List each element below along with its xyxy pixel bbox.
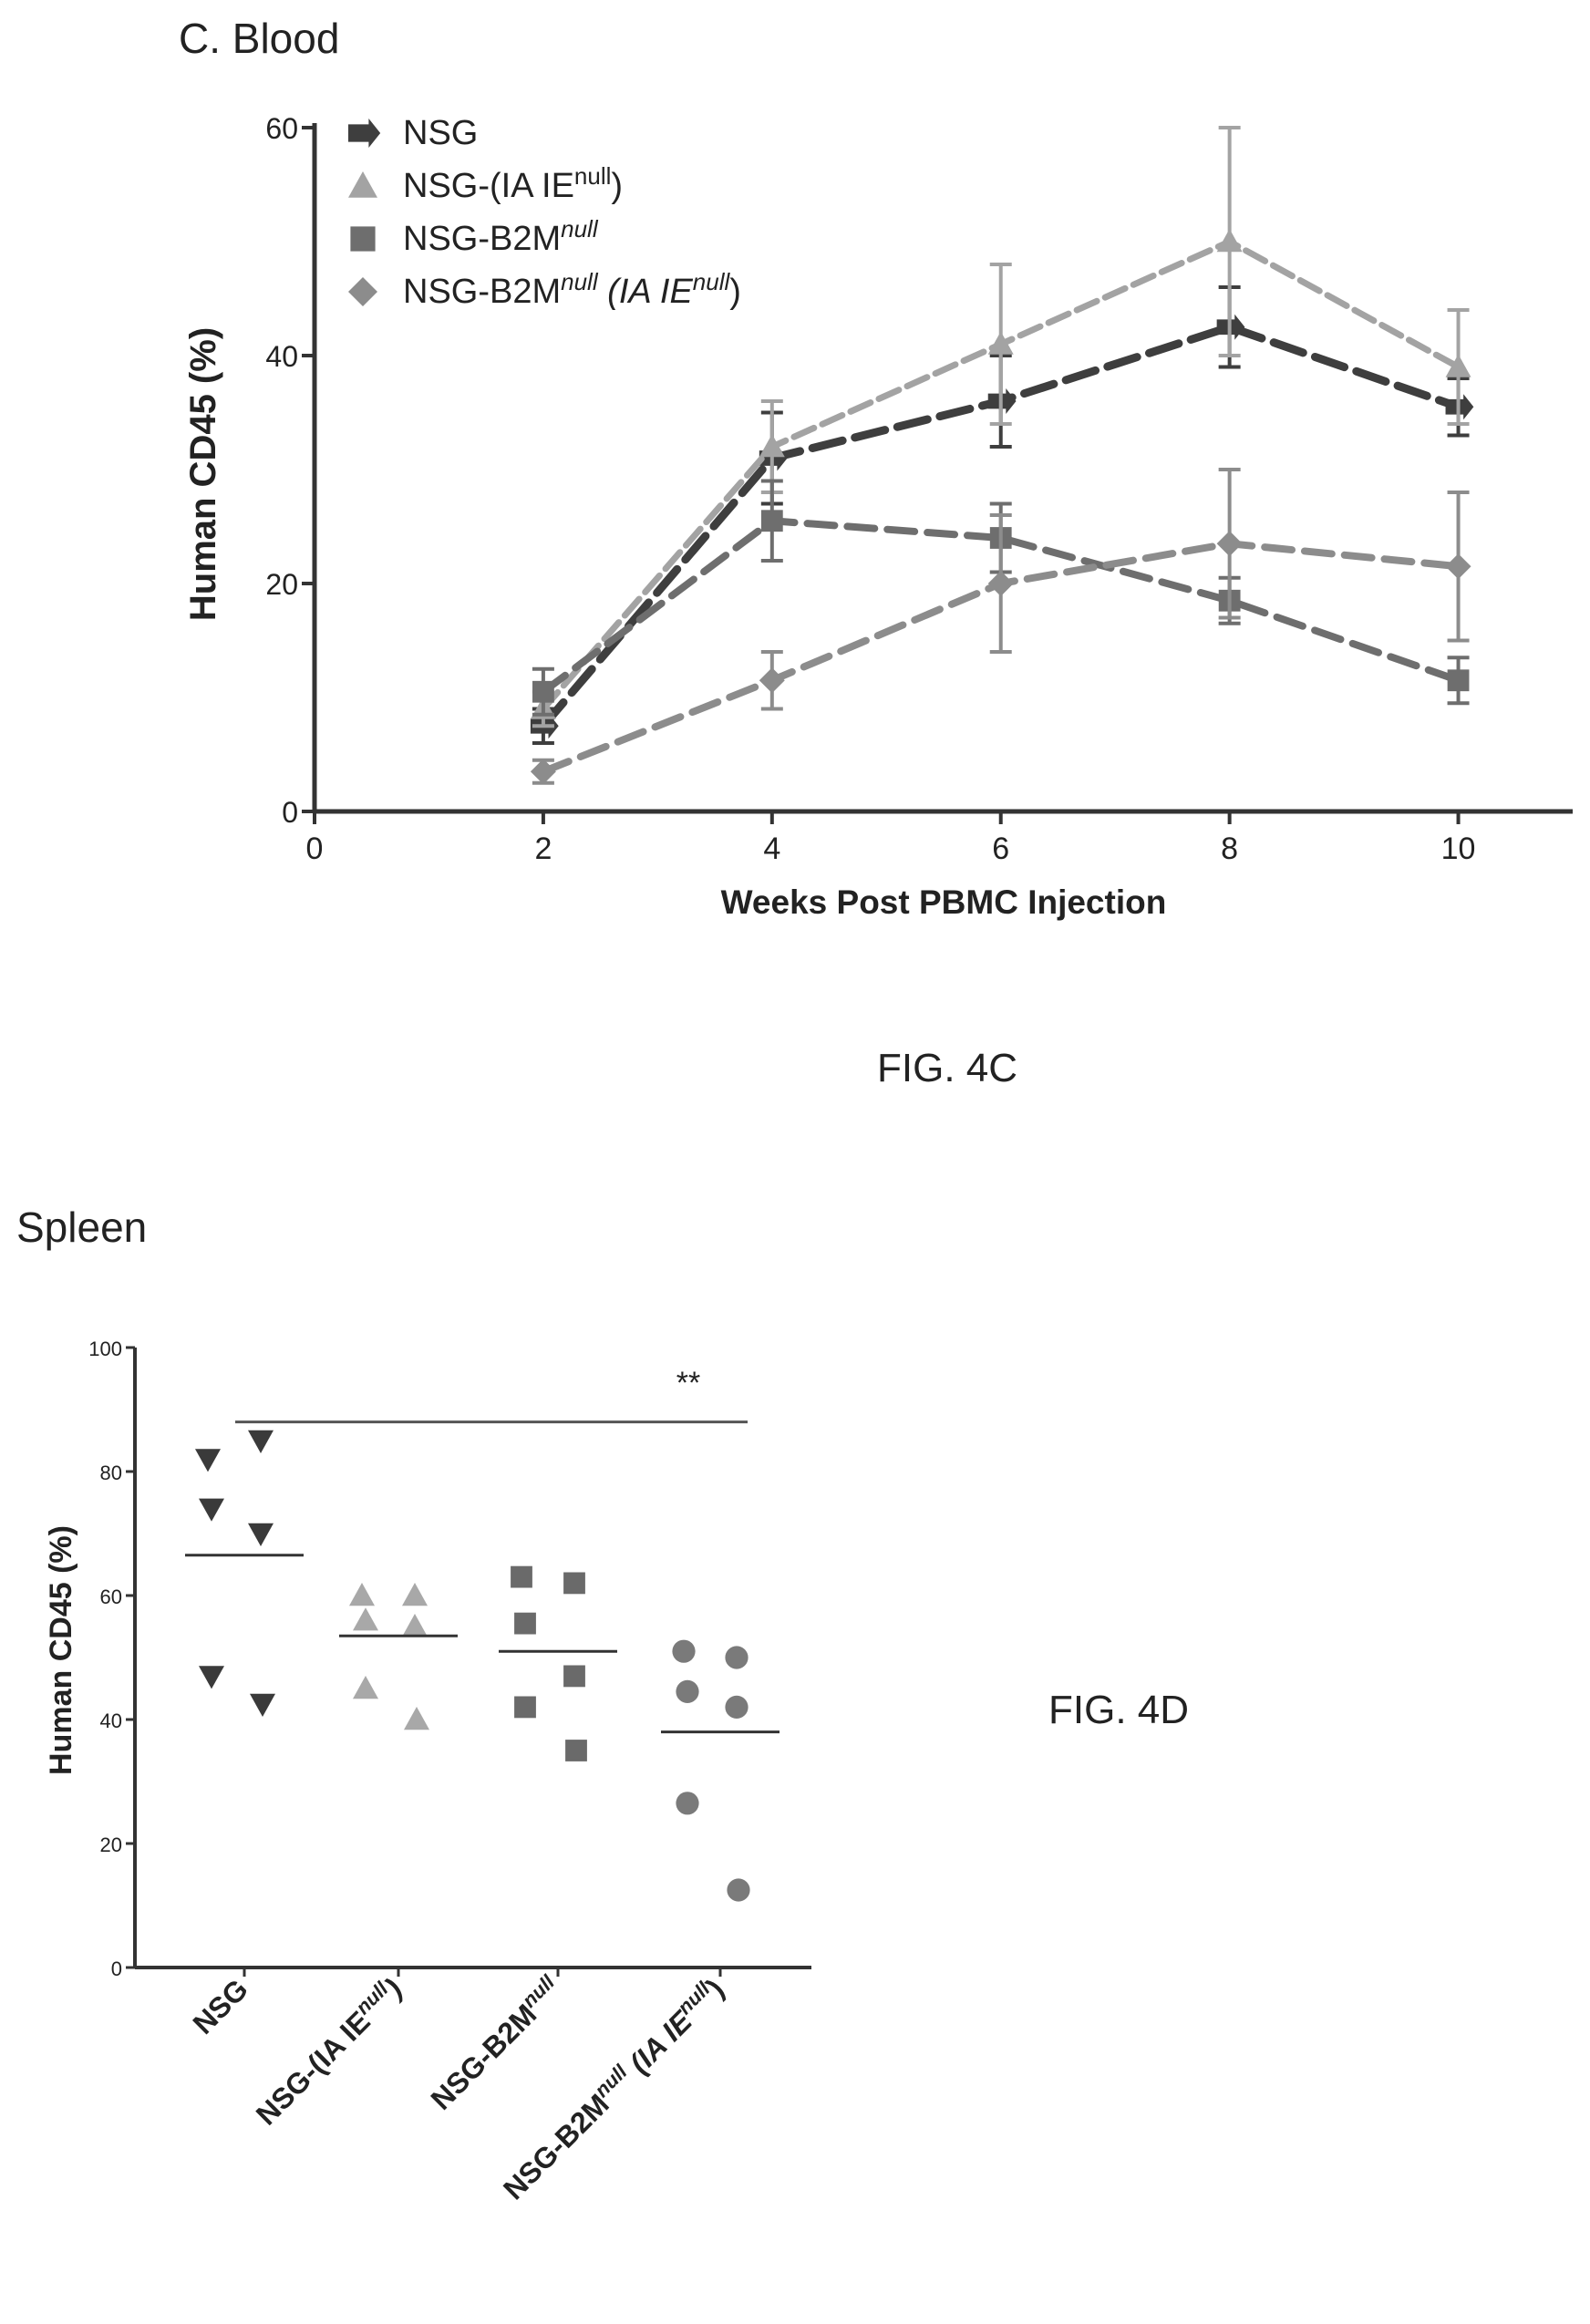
spleen-data-point: [353, 1607, 378, 1631]
blood-x-tick-label: 8: [1221, 831, 1238, 866]
spleen-data-point: [404, 1707, 429, 1730]
legend-marker-3: [348, 277, 377, 306]
spleen-data-point: [349, 1583, 375, 1606]
legend-label-1: NSG-(IA IEnull): [403, 162, 623, 205]
blood-x-tick-label: 2: [534, 831, 552, 866]
blood-y-tick-label: 20: [265, 568, 298, 601]
caption-fig-4d: FIG. 4D: [1048, 1688, 1189, 1732]
spleen-data-point: [195, 1449, 221, 1472]
spleen-y-tick-label: 100: [88, 1338, 122, 1360]
blood-y-tick-label: 40: [265, 340, 298, 373]
spleen-data-point: [248, 1523, 274, 1546]
legend-marker-2: [350, 226, 376, 252]
blood-data-point: [987, 571, 1014, 596]
blood-data-point: [1445, 553, 1471, 580]
blood-data-point: [760, 510, 783, 532]
spleen-data-point: [402, 1583, 428, 1606]
spleen-data-point: [514, 1612, 536, 1635]
spleen-points: [185, 1430, 780, 1902]
blood-data-point: [1447, 669, 1470, 692]
blood-data-point: [759, 667, 785, 694]
panel-title-spleen: Spleen: [16, 1203, 147, 1251]
blood-series: [530, 126, 1474, 785]
caption-fig-4c: FIG. 4C: [877, 1046, 1017, 1090]
spleen-category-label-2: NSG-B2Mnull: [422, 1970, 568, 2116]
spleen-y-tick-label: 80: [100, 1462, 122, 1484]
spleen-data-point: [565, 1740, 587, 1761]
legend-marker-1: [348, 171, 377, 198]
spleen-y-axis-label: Human CD45 (%): [44, 1525, 78, 1775]
spleen-data-point: [250, 1693, 275, 1717]
legend-label-3: NSG-B2Mnull (IA IEnull): [403, 268, 741, 311]
spleen-data-point: [676, 1792, 699, 1815]
spleen-data-point: [563, 1665, 585, 1688]
spleen-data-point: [563, 1572, 585, 1595]
blood-data-point: [759, 434, 785, 458]
spleen-data-point: [199, 1666, 224, 1689]
spleen-data-point: [725, 1695, 749, 1719]
blood-y-tick-label: 60: [265, 112, 298, 145]
blood-x-axis-label: Weeks Post PBMC Injection: [721, 883, 1167, 921]
blood-data-point: [530, 759, 556, 785]
legend-label-0: NSG: [403, 114, 478, 152]
spleen-data-point: [199, 1498, 224, 1522]
spleen-y-tick-label: 60: [100, 1585, 122, 1608]
blood-x-tick-label: 4: [763, 831, 780, 866]
legend-marker-0: [348, 119, 381, 148]
spleen-y-tick-label: 20: [100, 1833, 122, 1856]
blood-legend: NSG NSG-(IA IEnull) NSG-B2Mnull NSG-B2Mnull…: [348, 114, 741, 311]
blood-series-line-2: [539, 517, 1462, 696]
spleen-y-tick-label: 0: [111, 1957, 122, 1980]
blood-x-tick-label: 0: [306, 831, 324, 866]
blood-axes: 0 20 40 60 0 2 4 6 8 10: [265, 112, 1573, 866]
spleen-data-point: [402, 1614, 428, 1637]
spleen-data-point: [676, 1679, 699, 1703]
spleen-data-point: [514, 1696, 536, 1719]
spleen-data-point: [727, 1878, 750, 1902]
legend-label-2: NSG-B2Mnull: [403, 215, 599, 258]
blood-data-point: [1216, 229, 1243, 253]
blood-y-axis-label: Human CD45 (%): [183, 327, 223, 621]
blood-x-tick-label: 10: [1441, 831, 1476, 866]
spleen-data-point: [248, 1430, 274, 1453]
spleen-data-point: [511, 1565, 532, 1588]
blood-data-point: [1445, 354, 1471, 377]
spleen-category-label-1: NSG-(IA IEnull): [248, 1970, 408, 2131]
significance-marker: **: [676, 1366, 700, 1400]
blood-y-tick-label: 0: [282, 796, 298, 829]
blood-data-point: [532, 680, 554, 703]
spleen-data-point: [353, 1676, 378, 1699]
spleen-data-point: [672, 1639, 696, 1663]
spleen-y-tick-label: 40: [100, 1709, 122, 1732]
spleen-data-point: [725, 1646, 749, 1669]
blood-data-point: [987, 331, 1014, 355]
panel-title-blood: C. Blood: [179, 15, 339, 62]
blood-data-point: [1216, 531, 1243, 557]
blood-chart: 0 20 40 60 0 2 4 6 8 10 NSG NSG-(IA IEnull) NSG-B2M…: [183, 112, 1573, 921]
spleen-axes: 0 20 40 60 80 100: [88, 1338, 811, 1980]
blood-x-tick-label: 6: [992, 831, 1009, 866]
spleen-category-label-0: NSG: [186, 1972, 253, 2040]
